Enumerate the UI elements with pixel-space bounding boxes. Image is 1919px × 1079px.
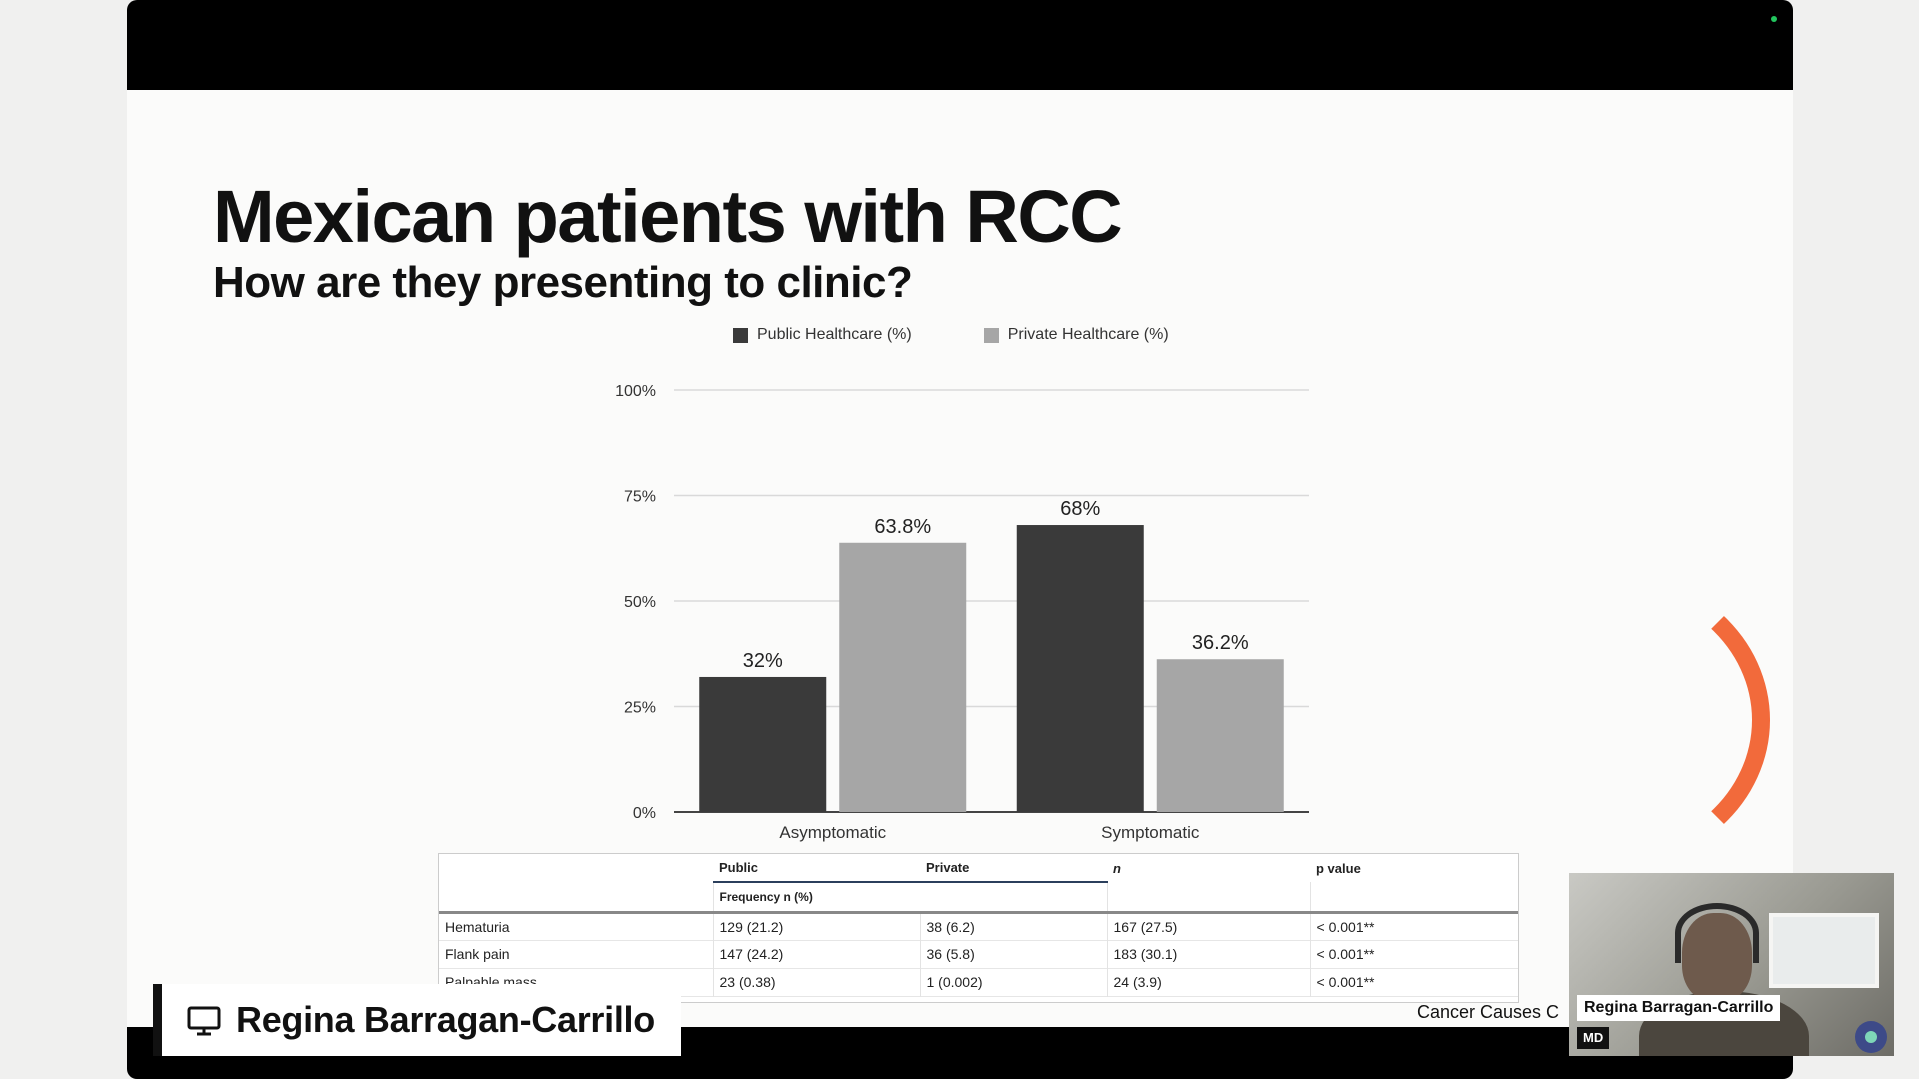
cell-private: 1 (0.002)	[919, 968, 1107, 996]
table-header-n: n	[1113, 860, 1121, 876]
symptoms-table: Public Private n p value Frequency n (%)	[438, 853, 1519, 1003]
cell-private: 38 (6.2)	[919, 912, 1107, 940]
cell-public: 147 (24.2)	[712, 940, 920, 968]
app-logo-icon[interactable]	[1855, 1021, 1887, 1053]
row-label: Flank pain	[445, 946, 510, 962]
y-tick-label: 0%	[633, 805, 656, 822]
legend-label-private: Private Healthcare (%)	[1007, 326, 1169, 343]
monitor-icon	[187, 1006, 221, 1036]
bar-data-label: 68%	[1060, 498, 1100, 520]
participant-name-label: Regina Barragan-Carrillo	[1577, 995, 1781, 1021]
bar-data-label: 63.8%	[874, 516, 931, 538]
bar	[1156, 659, 1284, 812]
y-tick-label: 100%	[615, 383, 656, 400]
table-subheader-empty	[439, 882, 713, 912]
cell-public: 129 (21.2)	[712, 912, 920, 940]
cell-n: 24 (3.9)	[1106, 968, 1310, 996]
participant-badge: MD	[1577, 1027, 1610, 1049]
presentation-slide: Mexican patients with RCC How are they p…	[127, 90, 1793, 1027]
y-tick-label: 25%	[624, 700, 656, 717]
legend-item-private: Private Healthcare (%)	[983, 326, 1169, 344]
table-row: Palpable mass 23 (0.38) 1 (0.002) 24 (3.…	[439, 968, 1518, 996]
cell-p: < 0.001**	[1309, 912, 1518, 940]
x-tick-label: Symptomatic	[1101, 823, 1200, 842]
slide-subtitle: How are they presenting to clinic?	[213, 258, 913, 307]
slide-title: Mexican patients with RCC	[213, 175, 1123, 258]
y-tick-label: 75%	[624, 489, 656, 506]
bar-chart: 0% 25% 50% 75% 100% 32% 63.8% Asymptomatic 68% 36…	[615, 383, 1309, 842]
bar	[699, 676, 827, 812]
headset-icon	[1675, 903, 1759, 963]
table-header-p-value: p value	[1316, 860, 1361, 876]
chart-legend: Public Healthcare (%) Private Healthcare…	[733, 326, 1169, 344]
live-indicator	[1771, 16, 1777, 22]
cell-private: 36 (5.8)	[919, 940, 1107, 968]
bar-data-label: 32%	[743, 650, 783, 672]
table-row: Hematuria 129 (21.2) 38 (6.2) 167 (27.5)…	[439, 912, 1518, 940]
table-header-empty	[439, 854, 713, 882]
background-window	[1769, 913, 1879, 988]
table-subheader-empty-n	[1106, 882, 1310, 912]
cell-p: < 0.001**	[1309, 940, 1518, 968]
presenter-name-tag: Regina Barragan-Carrillo	[153, 984, 681, 1056]
y-tick-label: 50%	[624, 594, 656, 611]
table-subheader-empty-p	[1309, 882, 1518, 912]
bar	[839, 542, 967, 812]
table-subheader-frequency: Frequency n (%)	[712, 882, 1107, 912]
x-tick-label: Asymptomatic	[779, 823, 886, 842]
presenter-name: Regina Barragan-Carrillo	[236, 999, 655, 1040]
bar	[1016, 525, 1144, 812]
table-row: Flank pain 147 (24.2) 36 (5.8) 183 (30.1…	[439, 940, 1518, 968]
table-header-public: Public	[713, 854, 920, 883]
participant-video-tile[interactable]: Regina Barragan-Carrillo MD	[1569, 873, 1894, 1056]
bar-data-label: 36.2%	[1192, 632, 1249, 654]
table-header-private: Private	[920, 854, 1107, 883]
cell-n: 183 (30.1)	[1106, 940, 1310, 968]
cell-public: 23 (0.38)	[712, 968, 920, 996]
cell-p: < 0.001**	[1309, 968, 1518, 996]
legend-label-public: Public Healthcare (%)	[757, 326, 912, 343]
legend-swatch-private	[983, 327, 999, 343]
legend-swatch-public	[733, 327, 748, 343]
row-label: Hematuria	[445, 918, 510, 935]
slide-citation: Cancer Causes C	[1417, 1002, 1560, 1022]
legend-item-public: Public Healthcare (%)	[733, 326, 912, 344]
screen-share-stage: Mexican patients with RCC How are they p…	[127, 0, 1793, 1079]
cell-n: 167 (27.5)	[1106, 912, 1310, 940]
